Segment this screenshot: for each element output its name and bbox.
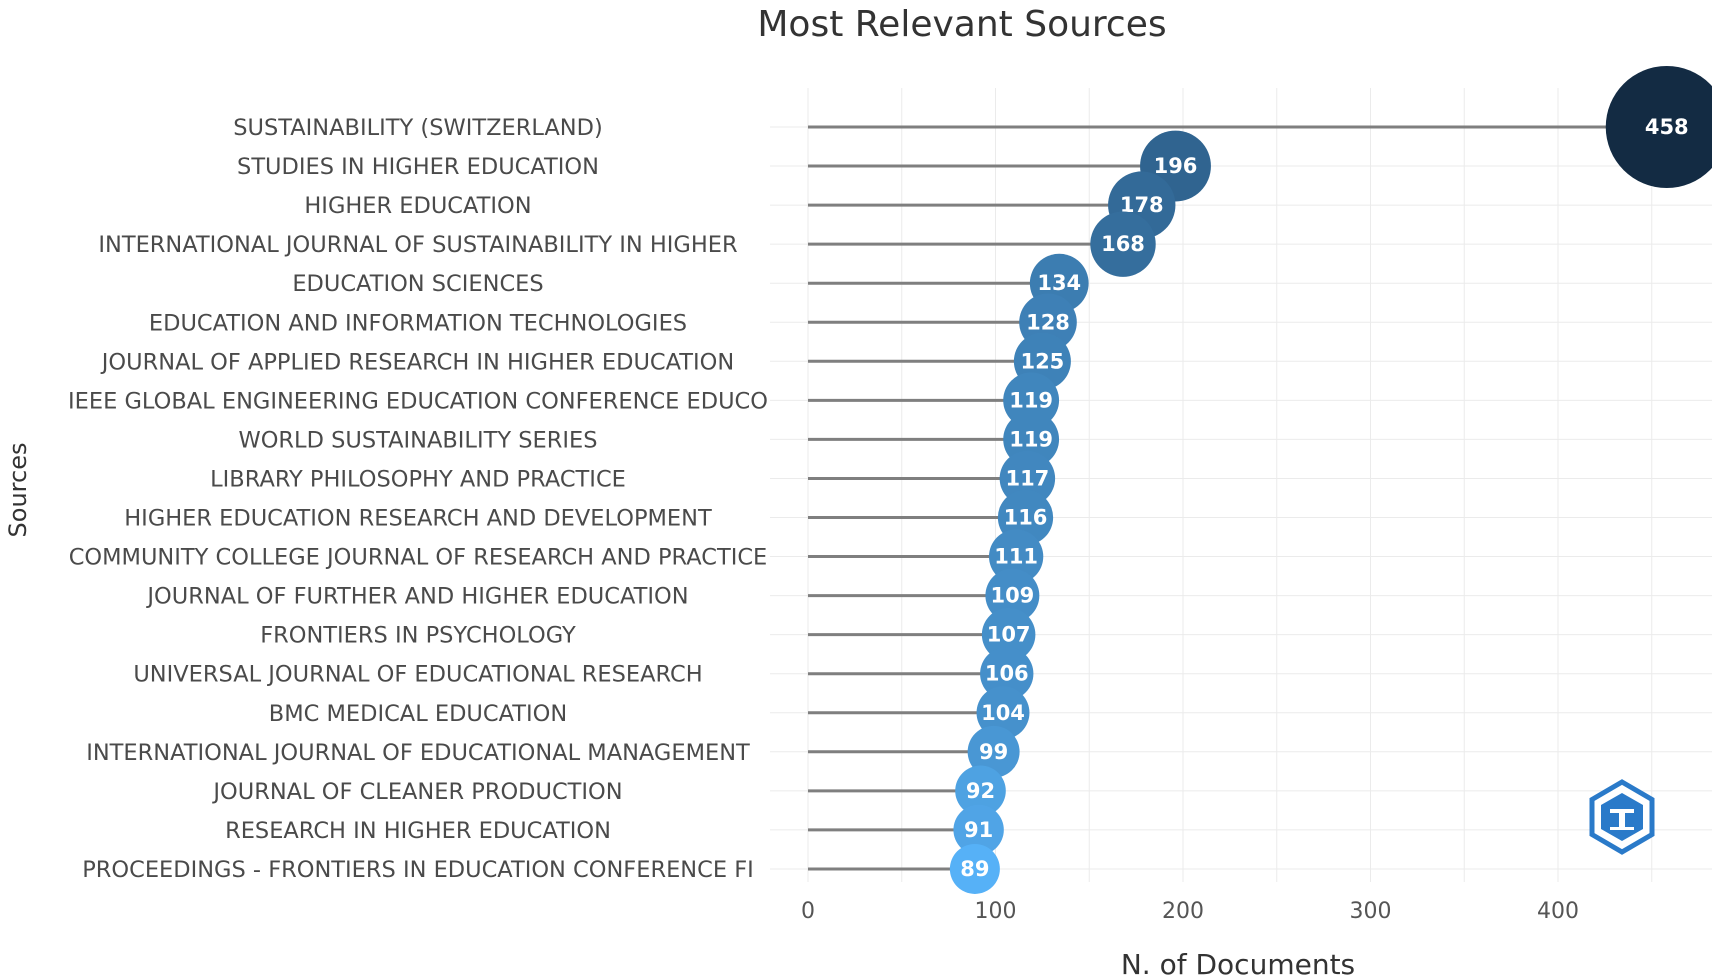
data-label: 117	[1005, 466, 1049, 490]
data-label: 111	[994, 545, 1038, 569]
category-label: HIGHER EDUCATION	[304, 193, 531, 219]
data-label: 99	[979, 740, 1008, 764]
category-label: EDUCATION AND INFORMATION TECHNOLOGIES	[149, 310, 687, 336]
bubbles: 4581961781681341281251191191171161111091…	[949, 66, 1712, 894]
category-label: INTERNATIONAL JOURNAL OF EDUCATIONAL MAN…	[86, 740, 750, 766]
category-label: FRONTIERS IN PSYCHOLOGY	[260, 623, 576, 649]
category-label: SUSTAINABILITY (SWITZERLAND)	[233, 115, 603, 141]
category-label: JOURNAL OF CLEANER PRODUCTION	[211, 779, 622, 805]
category-label: PROCEEDINGS - FRONTIERS IN EDUCATION CON…	[82, 857, 754, 883]
x-tick-label: 400	[1537, 899, 1579, 924]
lollipop-bubble	[1003, 372, 1060, 429]
x-tick-label: 0	[801, 899, 815, 924]
lollipop-bubble	[955, 765, 1006, 817]
x-axis-label: N. of Documents	[1121, 948, 1355, 977]
lollipop-bubble	[985, 568, 1040, 623]
category-labels: SUSTAINABILITY (SWITZERLAND) STUDIES IN H…	[68, 115, 768, 883]
data-label: 134	[1037, 271, 1081, 295]
data-label: 196	[1154, 154, 1198, 178]
category-label: HIGHER EDUCATION RESEARCH AND DEVELOPMEN…	[124, 506, 712, 532]
category-label: IEEE GLOBAL ENGINEERING EDUCATION CONFER…	[68, 388, 768, 414]
data-label: 458	[1645, 115, 1689, 139]
category-label: UNIVERSAL JOURNAL OF EDUCATIONAL RESEARC…	[133, 662, 702, 688]
data-label: 91	[964, 818, 993, 842]
chart-title: Most Relevant Sources	[757, 4, 1166, 45]
lollipop-bubble	[949, 843, 1000, 894]
x-tick-label: 300	[1350, 899, 1392, 924]
x-tick-label: 100	[975, 899, 1017, 924]
category-label: COMMUNITY COLLEGE JOURNAL OF RESEARCH AN…	[69, 545, 768, 571]
data-label: 106	[985, 662, 1029, 686]
lollipop-bubble	[1090, 211, 1156, 277]
x-tick-label: 200	[1162, 899, 1204, 924]
grid	[770, 88, 1712, 882]
category-label: WORLD SUSTAINABILITY SERIES	[238, 427, 597, 453]
lollipop-bubble	[967, 725, 1020, 778]
category-label: LIBRARY PHILOSOPHY AND PRACTICE	[210, 466, 626, 492]
data-label: 104	[981, 701, 1025, 725]
category-label: JOURNAL OF FURTHER AND HIGHER EDUCATION	[145, 584, 688, 610]
category-label: STUDIES IN HIGHER EDUCATION	[237, 154, 599, 180]
lollipop-bubble	[980, 647, 1034, 701]
data-label: 116	[1004, 506, 1048, 530]
data-label: 107	[987, 623, 1031, 647]
bibliometrix-hexagon-icon	[1589, 779, 1655, 855]
lollipop-bubble	[999, 450, 1056, 507]
data-label: 125	[1020, 349, 1064, 373]
data-label: 89	[960, 857, 989, 881]
y-axis-label: Sources	[4, 443, 32, 538]
category-label: INTERNATIONAL JOURNAL OF SUSTAINABILITY …	[98, 232, 737, 258]
x-tick-labels: 0 100 200 300 400	[801, 899, 1579, 924]
data-label: 168	[1101, 232, 1145, 256]
data-label: 109	[990, 584, 1034, 608]
data-label: 128	[1026, 310, 1070, 334]
category-label: RESEARCH IN HIGHER EDUCATION	[225, 818, 611, 844]
lollipop-bubble	[976, 686, 1030, 740]
lollipop-bubble	[981, 607, 1036, 662]
category-label: BMC MEDICAL EDUCATION	[269, 701, 567, 727]
stems	[808, 125, 1667, 871]
category-label: EDUCATION SCIENCES	[292, 271, 543, 297]
data-label: 119	[1009, 388, 1053, 412]
data-label: 92	[966, 779, 995, 803]
category-label: JOURNAL OF APPLIED RESEARCH IN HIGHER ED…	[100, 349, 734, 375]
lollipop-bubble	[988, 529, 1044, 584]
lollipop-bubble	[1605, 66, 1712, 188]
data-label: 119	[1009, 427, 1053, 451]
lollipop-bubble	[953, 804, 1004, 856]
